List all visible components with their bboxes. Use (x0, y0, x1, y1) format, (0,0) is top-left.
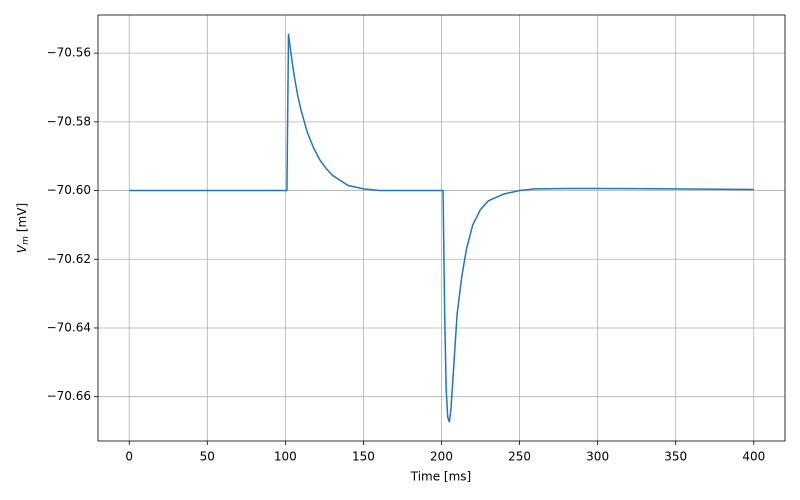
y-tick-label: −70.62 (47, 252, 91, 266)
y-label-symbol: V (15, 244, 29, 253)
plot-frame (97, 14, 786, 442)
x-axis-label: Time [ms] (410, 470, 472, 484)
x-tick-label: 400 (742, 450, 765, 464)
x-tick-label: 0 (125, 450, 133, 464)
y-label-unit: [mV] (15, 203, 29, 232)
x-tick-label: 350 (664, 450, 687, 464)
y-tick-label: −70.60 (47, 183, 91, 197)
x-tick-label: 300 (586, 450, 609, 464)
x-tick-label: 150 (352, 450, 375, 464)
y-tick-label: −70.66 (47, 389, 91, 403)
x-tick-label: 50 (200, 450, 215, 464)
x-tick-label: 100 (274, 450, 297, 464)
data-line (129, 33, 754, 423)
y-tick-label: −70.58 (47, 114, 91, 128)
x-tick-label: 250 (508, 450, 531, 464)
y-tick-label: −70.56 (47, 46, 91, 60)
y-axis-label: Vm [mV] (15, 203, 31, 253)
x-tick-label: 200 (430, 450, 453, 464)
y-label-subscript: m (21, 236, 31, 245)
y-tick-label: −70.64 (47, 320, 91, 334)
